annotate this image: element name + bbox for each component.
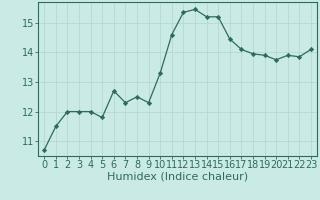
- X-axis label: Humidex (Indice chaleur): Humidex (Indice chaleur): [107, 172, 248, 182]
